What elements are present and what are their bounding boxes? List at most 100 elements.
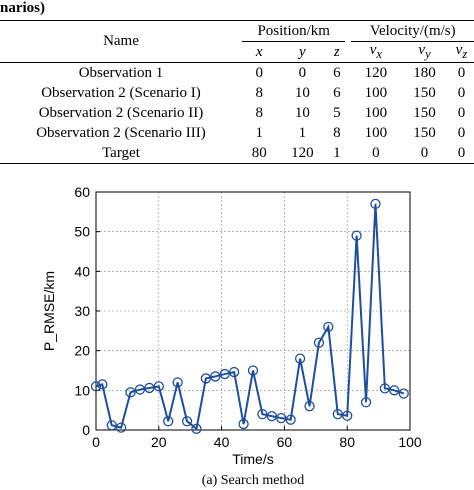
- series: [90, 198, 409, 434]
- table-row: Target 80 120 1 0 0 0: [0, 143, 474, 164]
- cell: 1: [255, 124, 263, 141]
- header-y: y: [276, 41, 329, 63]
- cell: 0: [298, 64, 307, 81]
- data-point: [294, 353, 306, 364]
- header-vz: vz: [448, 41, 474, 63]
- cell: 0: [448, 143, 474, 164]
- cell: 0: [351, 143, 401, 164]
- data-point: [172, 377, 183, 388]
- cell: 100: [364, 124, 388, 141]
- cell: 0: [457, 104, 466, 121]
- cell: 150: [413, 104, 436, 121]
- y-tick-label: 10: [74, 382, 90, 398]
- data-point: [266, 410, 277, 422]
- table-row: Observation 1 0 0 6 120 180 0: [0, 63, 474, 84]
- data-point: [181, 416, 193, 427]
- x-tick-label: 100: [398, 434, 422, 450]
- data-point: [370, 198, 381, 210]
- cell: 100: [364, 104, 388, 121]
- y-tick-label: 60: [74, 184, 90, 200]
- data-point: [332, 408, 343, 420]
- data-point: [323, 321, 334, 333]
- data-point: [285, 414, 296, 425]
- data-point: [276, 412, 287, 424]
- cell: 5: [333, 104, 341, 121]
- data-point: [304, 401, 315, 412]
- data-point: [210, 371, 221, 382]
- data-point: [238, 418, 249, 430]
- cell: 180: [413, 64, 436, 81]
- data-point: [389, 385, 400, 396]
- table-subheader-row: x y z vx vy vz: [0, 41, 474, 63]
- data-point: [97, 379, 108, 390]
- p-rmse-chart: 0 20 40 60 80 100 0 10 20 30 40 50 60 Time/s P_RMSE/…: [41, 184, 422, 488]
- cell: 6: [333, 64, 341, 81]
- cell: 0: [457, 64, 466, 81]
- cell: 0: [255, 64, 263, 81]
- header-velocity: Velocity/(m/s): [351, 20, 474, 42]
- cell: 120: [364, 64, 388, 81]
- cell: 8: [333, 124, 341, 141]
- y-tick-label: 0: [82, 422, 90, 438]
- data-point: [219, 368, 230, 380]
- x-tick-label: 0: [92, 434, 100, 450]
- x-tick-label: 40: [214, 434, 230, 450]
- data-point: [153, 381, 164, 392]
- cell: 100: [364, 84, 388, 101]
- cell: 10: [294, 84, 310, 101]
- data-point: [313, 337, 325, 348]
- row-name: Observation 2 (Scenario I): [41, 84, 201, 101]
- data-point: [144, 382, 155, 394]
- parameters-table: Name Position/km Velocity/(m/s) x y z vx…: [0, 20, 474, 164]
- cell: 6: [333, 84, 341, 101]
- x-tick-label: 20: [151, 434, 167, 450]
- cell: 1: [328, 143, 346, 164]
- header-x: x: [241, 41, 277, 63]
- data-point: [229, 366, 240, 378]
- header-vy: vy: [400, 41, 449, 63]
- y-axis-label: P_RMSE/km: [41, 271, 57, 351]
- cell: 10: [294, 104, 310, 121]
- y-tick-label: 40: [74, 263, 90, 279]
- header-position: Position/km: [241, 20, 346, 42]
- data-point: [90, 381, 102, 392]
- data-point: [115, 422, 127, 433]
- data-point: [351, 230, 362, 241]
- data-point: [134, 384, 146, 395]
- data-point: [125, 387, 136, 398]
- header-name: Name: [0, 20, 242, 63]
- data-point: [342, 410, 353, 421]
- table-caption-fragment: narios): [0, 0, 45, 16]
- row-name: Observation 1: [78, 64, 164, 81]
- grid: [95, 191, 411, 431]
- cell: 8: [255, 104, 263, 121]
- data-point: [200, 373, 212, 384]
- row-name: Observation 2 (Scenario III): [36, 124, 206, 141]
- figure-caption: (a) Search method: [202, 473, 305, 488]
- row-name: Target: [0, 143, 242, 164]
- data-point: [398, 388, 409, 399]
- data-point: [191, 423, 202, 434]
- data-point: [257, 408, 268, 420]
- header-vx: vx: [351, 41, 401, 63]
- table-row: Observation 2 (Scenario I) 8 10 6 100 15…: [0, 83, 474, 103]
- table-row: Observation 2 (Scenario III) 1 1 8 100 1…: [0, 123, 474, 143]
- cell: 0: [400, 143, 449, 164]
- table-row: Observation 2 (Scenario II) 8 10 5 100 1…: [0, 103, 474, 123]
- data-point: [163, 416, 174, 427]
- cell: 150: [413, 124, 436, 141]
- header-z: z: [328, 41, 346, 63]
- cell: 1: [298, 124, 307, 141]
- cell: 0: [457, 124, 466, 141]
- y-tick-label: 50: [74, 224, 90, 240]
- cell: 150: [413, 84, 436, 101]
- cell: 120: [276, 143, 329, 164]
- cell: 0: [457, 84, 466, 101]
- x-axis-label: Time/s: [232, 451, 273, 467]
- ticks: 0 20 40 60 80 100 0 10 20 30 40 50 60: [74, 184, 421, 450]
- data-point: [360, 397, 372, 408]
- row-name: Observation 2 (Scenario II): [38, 104, 204, 121]
- data-point: [379, 383, 391, 394]
- data-point: [106, 420, 117, 431]
- x-tick-label: 60: [277, 434, 293, 450]
